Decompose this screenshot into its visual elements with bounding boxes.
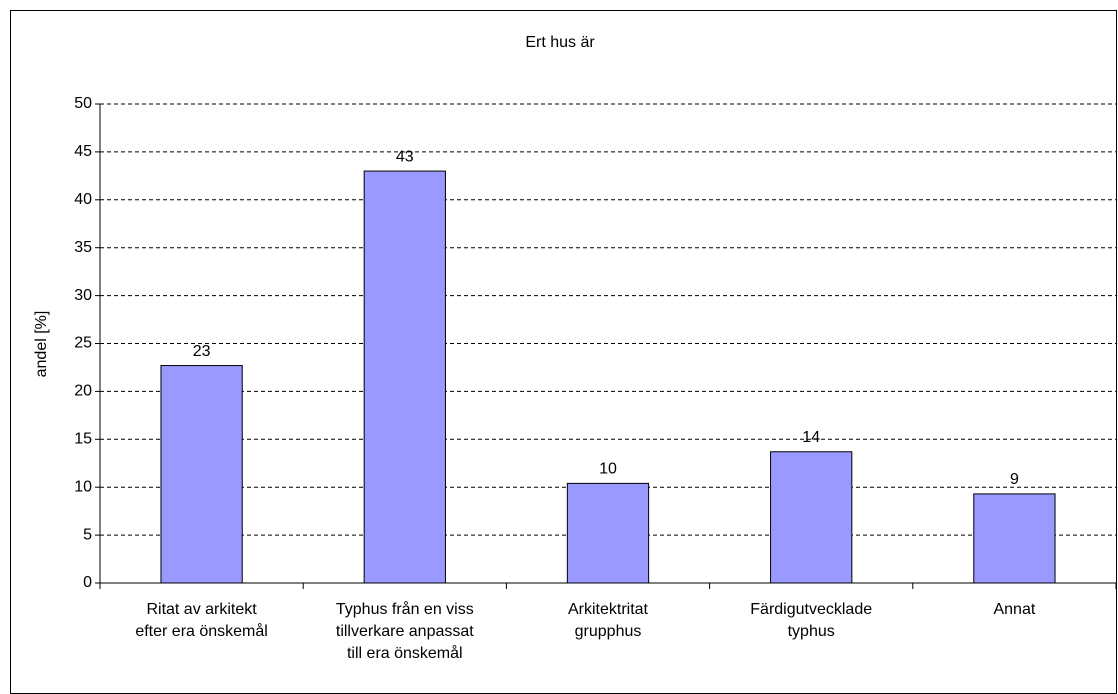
x-tick-label: Typhus från en viss tillverkare anpassat… — [335, 601, 474, 662]
value-label: 14 — [802, 429, 820, 446]
y-tick-label: 20 — [74, 383, 92, 400]
x-tick-label: Arkitektritat grupphus — [567, 601, 648, 640]
y-tick-label: 35 — [74, 239, 92, 256]
y-tick-label: 15 — [74, 431, 92, 448]
x-tick-label: Färdigutvecklade typhus — [750, 601, 873, 640]
chart-border — [10, 10, 1117, 694]
value-label: 43 — [396, 148, 414, 165]
y-tick-label: 10 — [74, 478, 92, 495]
y-axis-label: andel [%] — [33, 311, 50, 378]
bar — [973, 493, 1056, 584]
bar — [160, 365, 243, 584]
y-tick-label: 5 — [83, 526, 92, 543]
bar — [566, 482, 650, 584]
x-tick-label: Ritat av arkitekt efter era önskemål — [135, 601, 268, 640]
y-tick-label: 40 — [74, 191, 92, 208]
chart-title: Ert hus är — [525, 34, 595, 51]
y-tick-label: 45 — [74, 143, 92, 160]
value-label: 9 — [1010, 471, 1019, 488]
y-tick-label: 50 — [74, 95, 92, 112]
value-label: 23 — [193, 343, 211, 360]
bar — [770, 451, 853, 584]
value-label: 10 — [599, 461, 617, 478]
y-tick-label: 25 — [74, 335, 92, 352]
y-tick-label: 30 — [74, 287, 92, 304]
y-tick-label: 0 — [83, 574, 92, 591]
bar — [363, 170, 446, 584]
x-tick-label: Annat — [993, 601, 1036, 618]
